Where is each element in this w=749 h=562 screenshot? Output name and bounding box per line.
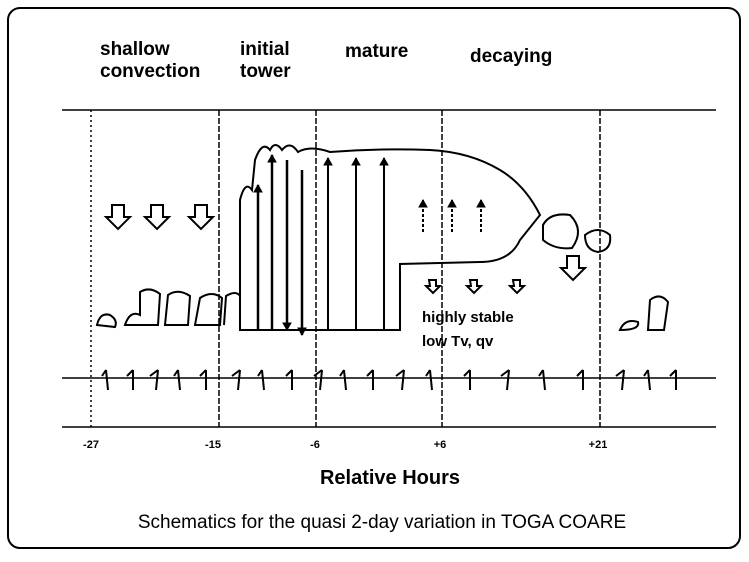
wind-barb [199, 369, 207, 377]
stage-label: decaying [470, 46, 552, 67]
wind-barb [126, 369, 134, 377]
wind-barb [506, 369, 510, 391]
axes [62, 109, 716, 428]
hour-label: -27 [83, 439, 99, 451]
wind-barb [237, 369, 241, 391]
arrow-head [253, 183, 263, 193]
hour-label: +21 [589, 439, 608, 451]
wind-barb [101, 369, 107, 377]
cloud-small [223, 292, 241, 326]
down-arrow [507, 279, 527, 295]
arrow-head [379, 156, 389, 166]
caption: Schematics for the quasi 2-day variation… [138, 512, 626, 533]
wind-barb [669, 369, 677, 377]
arrow-head [476, 198, 486, 208]
cloud-small [163, 290, 192, 326]
wind-barb [366, 369, 374, 377]
wind-barb [149, 369, 159, 377]
wind-barb [155, 369, 159, 391]
down-arrow [423, 279, 443, 295]
arrow-head [351, 156, 361, 166]
wind-barb [542, 369, 546, 391]
wind-barb [319, 369, 323, 391]
updrafts [101, 153, 677, 391]
downdrafts [103, 204, 588, 295]
wind-barb [401, 369, 405, 391]
down-arrow [186, 204, 216, 231]
wind-barb [500, 369, 510, 377]
hour-label: -6 [310, 439, 320, 451]
arrow-head [267, 153, 277, 163]
wind-barb [463, 369, 471, 377]
hour-label: -15 [205, 439, 221, 451]
cloud-blob [583, 229, 612, 254]
arrow-head [323, 156, 333, 166]
wind-barb [576, 369, 584, 377]
wind-barb [285, 369, 293, 377]
frame [7, 7, 741, 549]
cloud-small [646, 295, 670, 331]
wind-barb [429, 369, 433, 391]
wind-barb [261, 369, 265, 391]
cloud-small [123, 288, 162, 326]
wind-barb [173, 369, 179, 377]
down-arrow [103, 204, 133, 231]
arrow-head [418, 198, 428, 208]
axis-label: Relative Hours [320, 467, 460, 489]
down-arrow [464, 279, 484, 295]
wind-barb [395, 369, 405, 377]
cloud-main [239, 144, 542, 331]
down-arrow [558, 255, 588, 282]
stage-label: mature [345, 41, 408, 62]
wind-barb [231, 369, 241, 377]
wind-barb [339, 369, 345, 377]
cloud-blob [542, 213, 579, 250]
stage-label: initial [240, 39, 290, 60]
clouds [95, 144, 670, 332]
wind-barb [343, 369, 347, 391]
wind-barb [105, 369, 109, 391]
arrow-head [447, 198, 457, 208]
wind-barb [257, 369, 263, 377]
hour-label: +6 [434, 439, 447, 451]
stage-label: shallow [100, 39, 170, 60]
wind-barb [425, 369, 431, 377]
annotation: low Tv, qv [422, 333, 494, 350]
wind-barb [538, 369, 544, 377]
stage-label: tower [240, 61, 291, 82]
cloud-small [95, 313, 117, 329]
down-arrow [142, 204, 172, 231]
stage-label: convection [100, 61, 200, 82]
arrow-head [282, 322, 292, 332]
annotation: highly stable [422, 309, 514, 326]
wind-barb [313, 369, 323, 377]
wind-barb [621, 369, 625, 391]
wind-barb [647, 369, 651, 391]
wind-barb [177, 369, 181, 391]
arrow-head [297, 327, 307, 337]
wind-barb [615, 369, 625, 377]
wind-barb [643, 369, 649, 377]
cloud-small [193, 293, 224, 326]
cloud-small [618, 320, 640, 332]
